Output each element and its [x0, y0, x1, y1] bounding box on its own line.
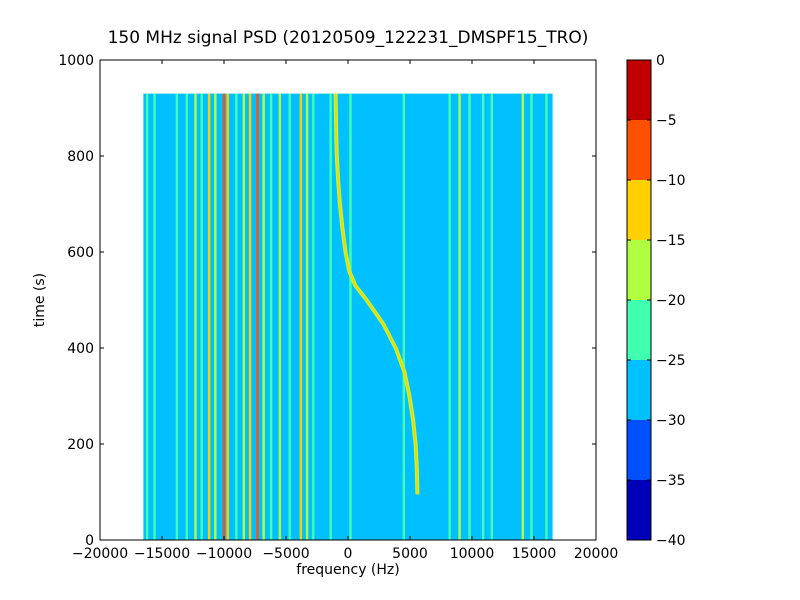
x-tick-label: −15000 — [134, 546, 190, 562]
colorbar-segment — [627, 360, 651, 420]
colorbar-segment — [627, 300, 651, 360]
signal-line — [242, 93, 246, 540]
signal-line — [402, 93, 405, 540]
signal-line — [153, 93, 156, 540]
y-tick-labels: 0 200 400 600 800 1000 — [58, 53, 94, 549]
signal-line — [248, 93, 252, 540]
colorbar-tick-label: −20 — [656, 293, 686, 309]
y-tick-label: 0 — [85, 533, 94, 549]
colorbar-segment — [627, 420, 651, 480]
x-tick-label: 0 — [344, 546, 353, 562]
colorbar-tick-label: −35 — [656, 473, 686, 489]
plot-frame — [99, 59, 597, 541]
signal-line — [468, 93, 471, 540]
chart-title: 150 MHz signal PSD (20120509_122231_DMSP… — [107, 28, 589, 48]
colorbar-segment — [627, 180, 651, 240]
colorbar-tick-label: −30 — [656, 413, 686, 429]
x-tick-label: −10000 — [196, 546, 252, 562]
signal-line — [329, 93, 332, 540]
signal-line — [256, 93, 259, 540]
signal-line — [185, 93, 188, 540]
signal-line — [222, 93, 226, 540]
signal-line — [235, 93, 238, 540]
colorbar-segment — [627, 60, 651, 120]
colorbar-tick-labels: 0 −5 −10 −15 −20 −25 −30 −35 −40 — [656, 53, 686, 549]
colorbar-tick-label: −25 — [656, 353, 686, 369]
signal-line — [194, 93, 197, 540]
colorbar-tick-label: −5 — [656, 113, 677, 129]
colorbar-segment — [627, 240, 651, 300]
x-tick-label: 15000 — [512, 546, 557, 562]
signal-line — [545, 93, 548, 540]
y-tick-label: 400 — [67, 341, 94, 357]
colorbar — [626, 59, 652, 541]
signal-line — [299, 93, 303, 540]
signal-line — [312, 93, 315, 540]
y-tick-label: 200 — [67, 437, 94, 453]
signal-line — [200, 93, 203, 540]
x-tick-label: 10000 — [450, 546, 495, 562]
y-tick-label: 1000 — [58, 53, 94, 69]
x-tick-label: −5000 — [262, 546, 309, 562]
x-tick-label: 5000 — [392, 546, 428, 562]
signal-line — [521, 93, 525, 540]
signal-line — [269, 93, 273, 540]
y-tick-label: 800 — [67, 149, 94, 165]
x-tick-labels: −20000 −15000 −10000 −5000 0 5000 10000 15000 20… — [72, 546, 618, 562]
colorbar-tick-label: −40 — [656, 533, 686, 549]
signal-line — [262, 93, 265, 540]
colorbar-segment — [627, 480, 651, 540]
colorbar-tick-label: −10 — [656, 173, 686, 189]
x-axis-label: frequency (Hz) — [296, 562, 400, 578]
colorbar-tick-label: 0 — [656, 53, 665, 69]
signal-line — [145, 93, 149, 540]
y-axis-label: time (s) — [32, 272, 48, 328]
y-tick-label: 600 — [67, 245, 94, 261]
signal-line — [349, 93, 352, 540]
heatmap-background — [143, 93, 553, 540]
signal-line — [226, 93, 229, 540]
signal-line — [175, 93, 179, 540]
signal-line — [214, 93, 217, 540]
signal-line — [481, 93, 485, 540]
colorbar-tick-label: −15 — [656, 233, 686, 249]
signal-line — [288, 93, 291, 540]
heatmap-layer — [143, 93, 553, 540]
signal-line — [305, 93, 309, 540]
x-tick-label: −20000 — [72, 546, 128, 562]
signal-line — [490, 93, 494, 540]
signal-line — [207, 93, 211, 540]
signal-line — [530, 93, 533, 540]
signal-line — [458, 93, 461, 540]
colorbar-segment — [627, 120, 651, 180]
signal-line — [448, 93, 451, 540]
x-tick-label: 20000 — [574, 546, 619, 562]
signal-line — [278, 93, 281, 540]
doppler-trace — [334, 93, 419, 495]
